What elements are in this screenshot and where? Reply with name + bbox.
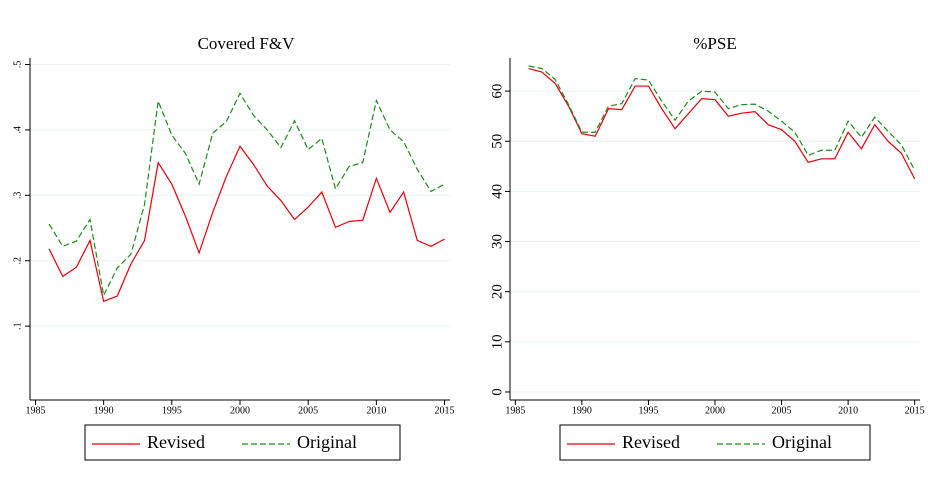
x-tick-label: 2015 (435, 405, 455, 416)
y-tick-label: .4 (12, 126, 23, 134)
x-tick-label: 1985 (505, 405, 525, 416)
legend-box (559, 424, 871, 461)
y-tick-label: 20 (489, 284, 505, 299)
x-tick-label: 2010 (366, 405, 386, 416)
x-tick-label: 1995 (638, 405, 658, 416)
x-tick-label: 2005 (298, 405, 318, 416)
series-line (528, 65, 916, 171)
legend-label: Revised (622, 432, 680, 452)
y-tick-label: 60 (489, 84, 505, 99)
x-tick-label: 2005 (772, 405, 792, 416)
y-tick-label: .2 (12, 257, 23, 265)
y-tick-label: 30 (489, 234, 505, 249)
y-tick-label: .5 (12, 61, 23, 69)
series-line (48, 92, 445, 298)
series-line (528, 67, 916, 180)
legend-label: Original (297, 432, 357, 452)
y-tick-label: 0 (489, 388, 505, 396)
legend-box (84, 424, 401, 461)
y-tick-label: 50 (489, 134, 505, 149)
chart-title: %PSE (693, 34, 736, 53)
y-tick-label: 40 (489, 184, 505, 199)
x-tick-label: 2010 (838, 405, 858, 416)
x-tick-label: 1990 (572, 405, 592, 416)
chart-title: Covered F&V (198, 34, 296, 53)
legend: Revised Original (84, 424, 401, 461)
x-tick-label: 2000 (230, 405, 250, 416)
y-tick-label: .3 (12, 192, 23, 200)
x-tick-label: 2000 (705, 405, 725, 416)
legend: Revised Original (559, 424, 871, 461)
x-tick-label: 1995 (162, 405, 182, 416)
x-tick-label: 1985 (25, 405, 45, 416)
y-tick-label: .1 (12, 322, 23, 330)
x-tick-label: 2015 (905, 405, 925, 416)
legend-label: Original (772, 432, 832, 452)
y-tick-label: 10 (489, 334, 505, 349)
legend-label: Revised (147, 432, 205, 452)
series-line (48, 145, 445, 303)
x-tick-label: 1990 (94, 405, 114, 416)
